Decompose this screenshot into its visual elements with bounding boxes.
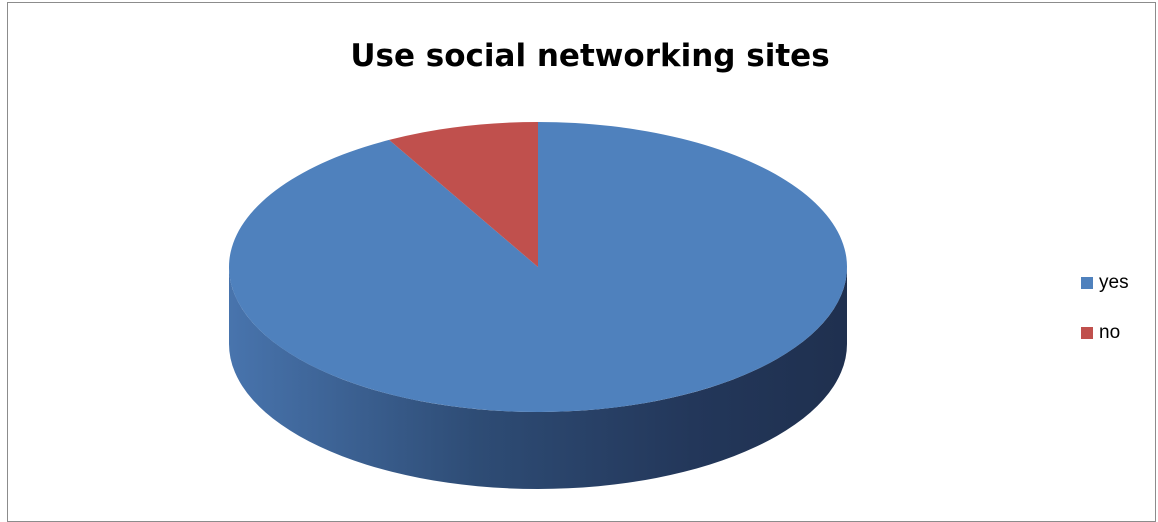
- pie-sides: [229, 267, 847, 489]
- pie-slice-no: [389, 122, 538, 267]
- pie-side-yes: [229, 267, 847, 489]
- legend-label-yes: yes: [1099, 271, 1129, 293]
- legend-swatch-yes: [1081, 276, 1093, 289]
- legend-item-no: no: [1081, 320, 1129, 345]
- pie-tops: [229, 122, 848, 412]
- legend: yes no: [1081, 270, 1129, 370]
- legend-item-yes: yes: [1081, 270, 1129, 295]
- chart-title: Use social networking sites: [350, 38, 830, 74]
- legend-label-no: no: [1099, 321, 1121, 343]
- legend-swatch-no: [1081, 326, 1093, 339]
- pie-chart: [229, 122, 848, 489]
